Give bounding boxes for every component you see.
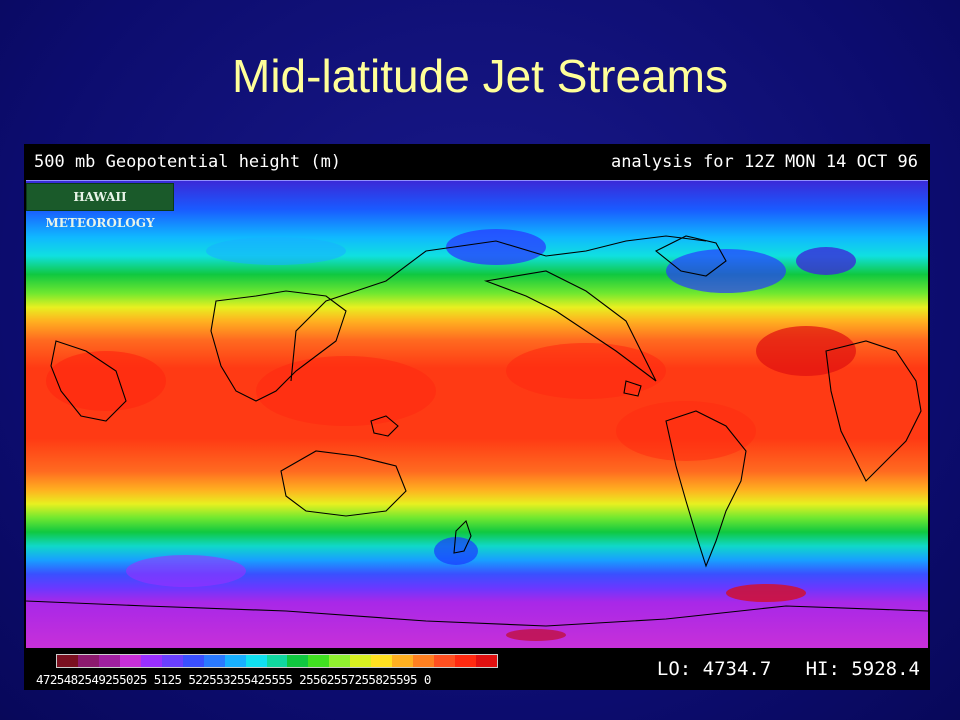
color-scale-swatch (161, 655, 183, 667)
lo-hi-readout: LO: 4734.7 HI: 5928.4 (657, 658, 920, 680)
color-scale-labels: 4725482549255025 5125 522553255425555 25… (36, 672, 431, 687)
color-scale-swatch (287, 655, 309, 667)
color-scale-swatch (245, 655, 267, 667)
geopotential-map: 500 mb Geopotential height (m) analysis … (24, 144, 930, 690)
color-scale-swatch (413, 655, 435, 667)
map-analysis-time: analysis for 12Z MON 14 OCT 96 (610, 152, 918, 172)
color-scale-swatch (77, 655, 99, 667)
color-scale-swatch (203, 655, 225, 667)
color-scale-swatch (182, 655, 204, 667)
map-plot-area: HAWAII METEOROLOGY (26, 180, 928, 649)
color-scale-swatch (98, 655, 120, 667)
color-scale-swatch (57, 655, 78, 667)
hawaii-meteorology-badge: HAWAII METEOROLOGY (26, 183, 174, 230)
slide-title: Mid-latitude Jet Streams (232, 50, 728, 102)
color-scale-bar (56, 654, 498, 668)
color-scale-swatch (224, 655, 246, 667)
color-scale-swatch (266, 655, 288, 667)
map-variable-label: 500 mb Geopotential height (m) (34, 152, 342, 172)
map-footer: 4725482549255025 5125 522553255425555 25… (24, 648, 930, 690)
color-scale-swatch (308, 655, 330, 667)
color-scale-swatch (476, 655, 498, 667)
color-scale-swatch (392, 655, 414, 667)
height-field (26, 181, 928, 649)
color-scale-swatch (119, 655, 141, 667)
color-scale-swatch (329, 655, 351, 667)
color-scale-swatch (371, 655, 393, 667)
map-header: 500 mb Geopotential height (m) analysis … (24, 144, 930, 180)
hi-value: HI: 5928.4 (805, 658, 920, 680)
color-scale-swatch (140, 655, 162, 667)
color-scale-swatch (455, 655, 477, 667)
lo-value: LO: 4734.7 (656, 658, 772, 680)
color-scale-swatch (350, 655, 372, 667)
color-scale-swatch (434, 655, 456, 667)
